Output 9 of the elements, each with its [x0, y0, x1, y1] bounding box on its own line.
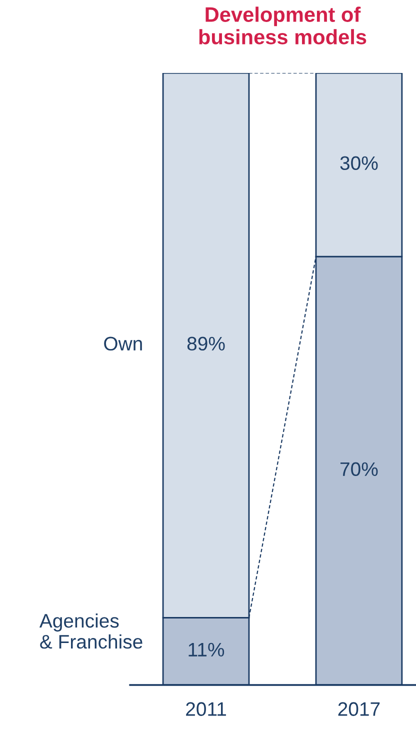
x-tick-label: 2011 [186, 702, 226, 716]
series-label: Own [104, 336, 142, 351]
series-label: Agencies & Franchise [39, 613, 142, 649]
data-label: 30% [340, 156, 378, 170]
data-label: 70% [340, 462, 378, 476]
data-label: 11% [188, 642, 224, 656]
x-tick-label: 2017 [338, 702, 380, 716]
chart-title: Development of business models [199, 6, 366, 44]
data-label: 89% [187, 336, 225, 351]
